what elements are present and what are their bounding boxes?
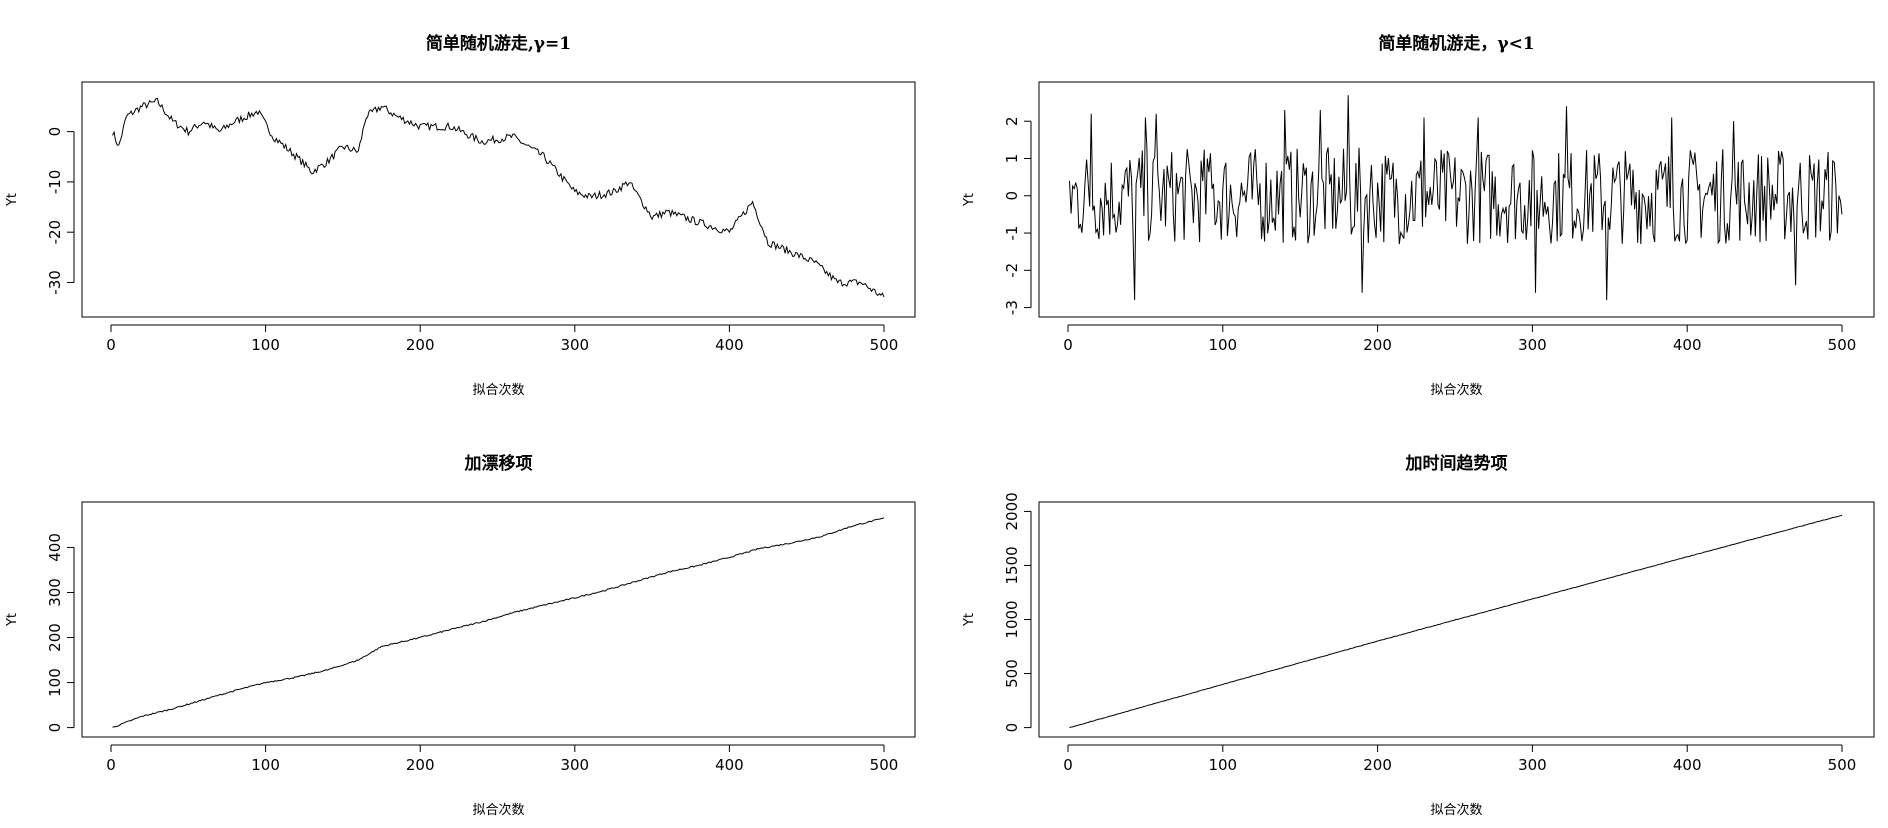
y-axis-label: Yt	[962, 613, 977, 627]
chart-title: 加时间趋势项	[1405, 453, 1508, 474]
x-tick-label: 400	[1673, 336, 1702, 354]
y-tick-label: 0	[46, 723, 64, 733]
x-tick-label: 0	[106, 336, 116, 354]
x-tick-label: 100	[1208, 756, 1237, 774]
series-line	[1069, 95, 1843, 301]
x-axis-label: 拟合次数	[1430, 382, 1482, 398]
y-tick-label: 200	[46, 623, 64, 652]
x-tick-label: 300	[1518, 756, 1547, 774]
x-tick-label: 500	[1828, 336, 1857, 354]
x-tick-label: 500	[870, 336, 899, 354]
x-axis-label: 拟合次数	[1430, 802, 1482, 818]
x-tick-label: 500	[1828, 756, 1857, 774]
chart-panel-3: 加漂移项 0 100 200 300 400 500 0 100 200 300 400 拟合次数 Yt	[5, 453, 916, 818]
x-tick-label: 200	[1363, 756, 1392, 774]
x-tick-label: 100	[1208, 336, 1237, 354]
y-tick-label: 1500	[1003, 546, 1021, 584]
plot-frame	[1038, 501, 1875, 738]
x-tick-label: 100	[251, 756, 280, 774]
y-tick-label: 100	[46, 668, 64, 697]
x-tick-label: 0	[1063, 756, 1073, 774]
x-tick-label: 100	[251, 336, 280, 354]
x-tick-label: 200	[406, 336, 435, 354]
x-tick-label: 0	[1063, 336, 1073, 354]
x-tick-label: 300	[560, 756, 589, 774]
x-axis-label: 拟合次数	[472, 802, 524, 818]
y-tick-label: 300	[46, 578, 64, 607]
y-tick-label: 0	[1003, 723, 1021, 733]
series-line	[112, 517, 885, 728]
y-axis-label: Yt	[5, 613, 20, 627]
x-axis-label: 拟合次数	[472, 382, 524, 398]
x-tick-label: 400	[715, 756, 744, 774]
chart-panel-4: 加时间趋势项 0 100 200 300 400 500 0 500 1000 1500 2000 拟合…	[962, 453, 1875, 818]
y-axis-label: Yt	[962, 193, 977, 207]
y-tick-label: 1000	[1003, 600, 1021, 638]
y-tick-label: 0	[46, 127, 64, 137]
chart-title: 简单随机游走,γ=1	[426, 33, 571, 54]
x-tick-label: 300	[1518, 336, 1547, 354]
plot-frame	[81, 501, 916, 738]
y-tick-label: 400	[46, 533, 64, 562]
chart-panel-2: 简单随机游走，γ<1 0 100 200 300 400 500 2 1 0 -1 -2 -3 拟合次数 Y…	[962, 33, 1875, 398]
y-tick-label: -1	[1003, 226, 1021, 241]
x-tick-label: 300	[560, 336, 589, 354]
series-line	[1069, 514, 1843, 729]
y-tick-label: 2000	[1003, 492, 1021, 530]
x-tick-label: 400	[715, 336, 744, 354]
plot-frame	[81, 81, 916, 318]
y-tick-label: -30	[46, 270, 64, 295]
series-line	[112, 97, 885, 298]
y-tick-label: -10	[46, 170, 64, 195]
y-tick-label: 1	[1003, 154, 1021, 164]
y-tick-label: 500	[1003, 659, 1021, 688]
chart-panel-1: 简单随机游走,γ=1 0 100 200 300 400 500 0 -10 -20 -30 拟合次数…	[5, 33, 916, 398]
x-tick-label: 200	[406, 756, 435, 774]
y-axis-label: Yt	[5, 193, 20, 207]
plot-frame	[1038, 81, 1875, 318]
y-tick-label: -2	[1003, 263, 1021, 278]
x-tick-label: 500	[870, 756, 899, 774]
x-tick-label: 400	[1673, 756, 1702, 774]
y-tick-label: 2	[1003, 116, 1021, 126]
y-tick-label: -3	[1003, 300, 1021, 315]
x-tick-label: 200	[1363, 336, 1392, 354]
chart-title: 加漂移项	[464, 453, 533, 474]
y-tick-label: 0	[1003, 191, 1021, 201]
chart-title: 简单随机游走，γ<1	[1378, 33, 1534, 54]
x-tick-label: 0	[106, 756, 116, 774]
y-tick-label: -20	[46, 220, 64, 245]
